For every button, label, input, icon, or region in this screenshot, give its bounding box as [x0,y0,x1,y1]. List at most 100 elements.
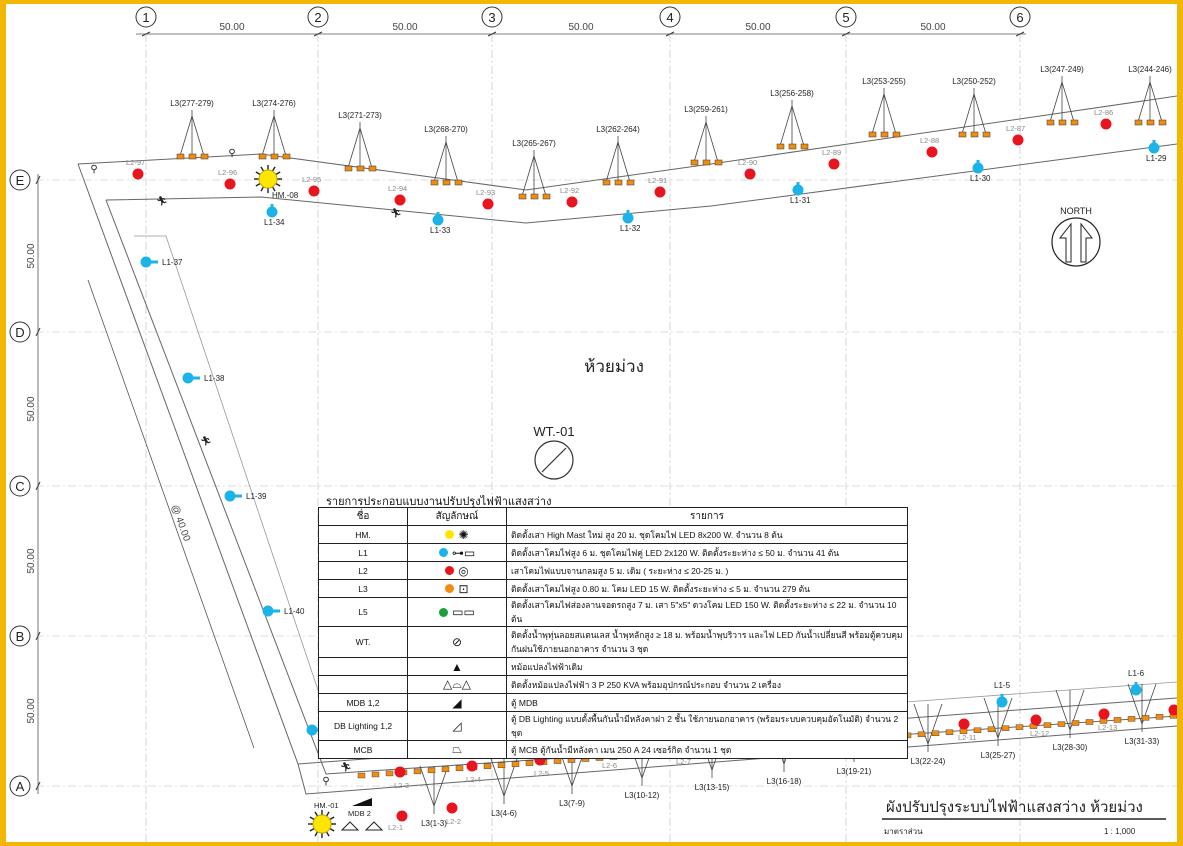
l2-label: L2-2 [446,817,461,826]
l3-leader-line [521,155,535,197]
legend-row-transformer-existing: ▲ หม้อแปลงไฟฟ้าเดิม [318,657,908,676]
hm-ray [329,827,335,832]
l2-label: L2-13 [1098,723,1117,732]
legend-code: MDB 1,2 [318,693,408,712]
l2-light-marker [132,168,144,180]
l3-leader-line [883,93,897,135]
l3-light-marker [1146,119,1155,126]
l3-light-marker [442,179,451,186]
l2-label: L2-7 [676,757,691,766]
db-lighting-icon: ◿ [407,711,507,741]
l3-light-marker [1085,719,1094,725]
grid-row-label: D [15,325,24,340]
l1-label: L1-30 [970,174,991,183]
l3-light-marker [917,731,926,738]
l3-symbol-icon: ⊡ [407,579,507,598]
l3-leader-line [359,127,373,169]
grid-bubble-row [9,475,31,497]
l3-leader-line [1137,81,1151,123]
legend-row-l1: L1 ⊶▭ ติดตั้งเสาโคมไฟสูง 6 ม. ชุดโคมไฟคู… [318,543,908,562]
l3-light-marker [1058,119,1067,126]
l1-pole [272,609,280,613]
l2-light-marker [394,766,406,778]
l1-light-marker [792,184,804,196]
l3-light-marker [945,729,954,735]
l3-light-marker [430,179,439,186]
l3-light-marker [987,726,996,732]
legend-row-db-lighting: DB Lighting 1,2 ◿ ตู้ DB Lighting แบบตั้… [318,711,908,741]
legend-code: L3 [318,579,408,598]
l2-light-marker [828,158,840,170]
l3-light-marker [553,758,562,764]
pedestrian-icon: 🏃︎ [156,196,167,206]
l1-light-marker [432,214,444,226]
l3-leader-line [419,765,435,807]
l3-leader-line [533,155,547,197]
l1-light-marker [1130,684,1142,696]
pedestrian-icon: 🏃︎ [390,208,401,218]
l2-light-marker [224,178,236,190]
legend-desc: ติดตั้งน้ำพุทุ่นลอยสแตนเลส น้ำพุหลักสูง … [506,626,908,658]
hm-ray [260,166,265,172]
l3-leader-line [913,703,929,745]
l1-label: L1-38 [204,374,225,383]
legend-desc: ติดตั้งเสาโคมไฟสูง 6 ม. ชุดโคมไฟคู่ LED … [506,543,908,562]
l2-label: L2-86 [1094,108,1113,117]
l3-light-marker [1158,119,1167,126]
l3-light-marker [483,763,492,769]
l5-symbol-icon: ▭▭ [407,597,507,627]
legend-code: WT. [318,626,408,658]
l3-light-marker [385,770,394,777]
grid-col-label: 2 [314,10,321,25]
hm-ray [255,182,261,187]
l3-light-marker [973,727,982,733]
legend-desc: ติดตั้งเสา High Mast ใหม่ สูง 20 ม. ชุดโ… [506,525,908,544]
l3-light-marker [371,771,380,778]
l1-label: L1-34 [264,218,285,227]
grid-row-label: A [16,779,25,794]
hm-ray [260,186,265,192]
l2-label: L2-6 [602,761,617,770]
l3-group-label: L3(274-276) [252,99,296,108]
grid-row-label: C [15,479,24,494]
l3-light-marker [357,772,366,779]
legend-code: MCB [318,740,408,759]
hm-ray [309,827,315,832]
legend-row-transformer-new: △⌓△ ติดตั้งหม้อแปลงไฟฟ้า 3 P 250 KVA พร้… [318,675,908,694]
l3-group-label: L3(25-27) [981,751,1016,760]
l1-label: L1-32 [620,224,641,233]
title-block-title: ผังปรับปรุงระบบไฟฟ้าแสงสว่าง ห้วยม่วง [886,798,1143,817]
l3-leader-line [693,121,707,163]
l3-light-marker [614,179,623,186]
l3-light-marker [368,165,377,172]
legend-desc: ติดตั้งหม้อแปลงไฟฟ้า 3 P 250 KVA พร้อมอุ… [506,675,908,694]
legend-code: L5 [318,597,408,627]
l1-label: L1-31 [790,196,811,205]
legend-row-l5: L5 ▭▭ ติดตั้งเสาโคมไฟส่องลานจอดรถสูง 7 ม… [318,597,908,627]
legend-row-hm: HM. ✺ ติดตั้งเสา High Mast ใหม่ สูง 20 ม… [318,525,908,544]
l3-light-marker [982,131,991,138]
l1-label: L1-29 [1146,154,1167,163]
hm-ray [271,186,276,192]
l1-light-marker [972,162,984,174]
l3-group-label: L3(250-252) [952,77,996,86]
legend-header-desc: รายการ [506,507,908,526]
legend-row-mcb: MCB ⏢ ตู้ MCB ตู้กันน้ำมีหลังคา เมน 250 … [318,740,908,759]
pedestrian-icon: 🏃︎ [200,436,211,446]
dim-label-col: 50.00 [219,22,244,33]
l3-leader-line [445,141,459,183]
l2-light-marker [1100,118,1112,130]
l2-light-marker [394,194,406,206]
drawing-frame: 1 2 3 4 5 6 50.00 50.00 50.00 50.00 50.00 E D C B A 50.0… [6,4,1177,842]
l3-leader-line [961,93,975,135]
legend-code [318,675,408,694]
legend-row-mdb: MDB 1,2 ◢ ตู้ MDB [318,693,908,712]
l3-light-marker [258,153,267,160]
l3-light-marker [714,159,723,166]
dim-label-diagonal: @ 40.00 [169,503,192,543]
grid-bubble-col [659,6,681,28]
hm-ray [325,831,330,837]
l2-label: L2-12 [1030,729,1049,738]
wt-symbol-icon: ⊘ [407,626,507,658]
l1-light-marker [266,206,278,218]
